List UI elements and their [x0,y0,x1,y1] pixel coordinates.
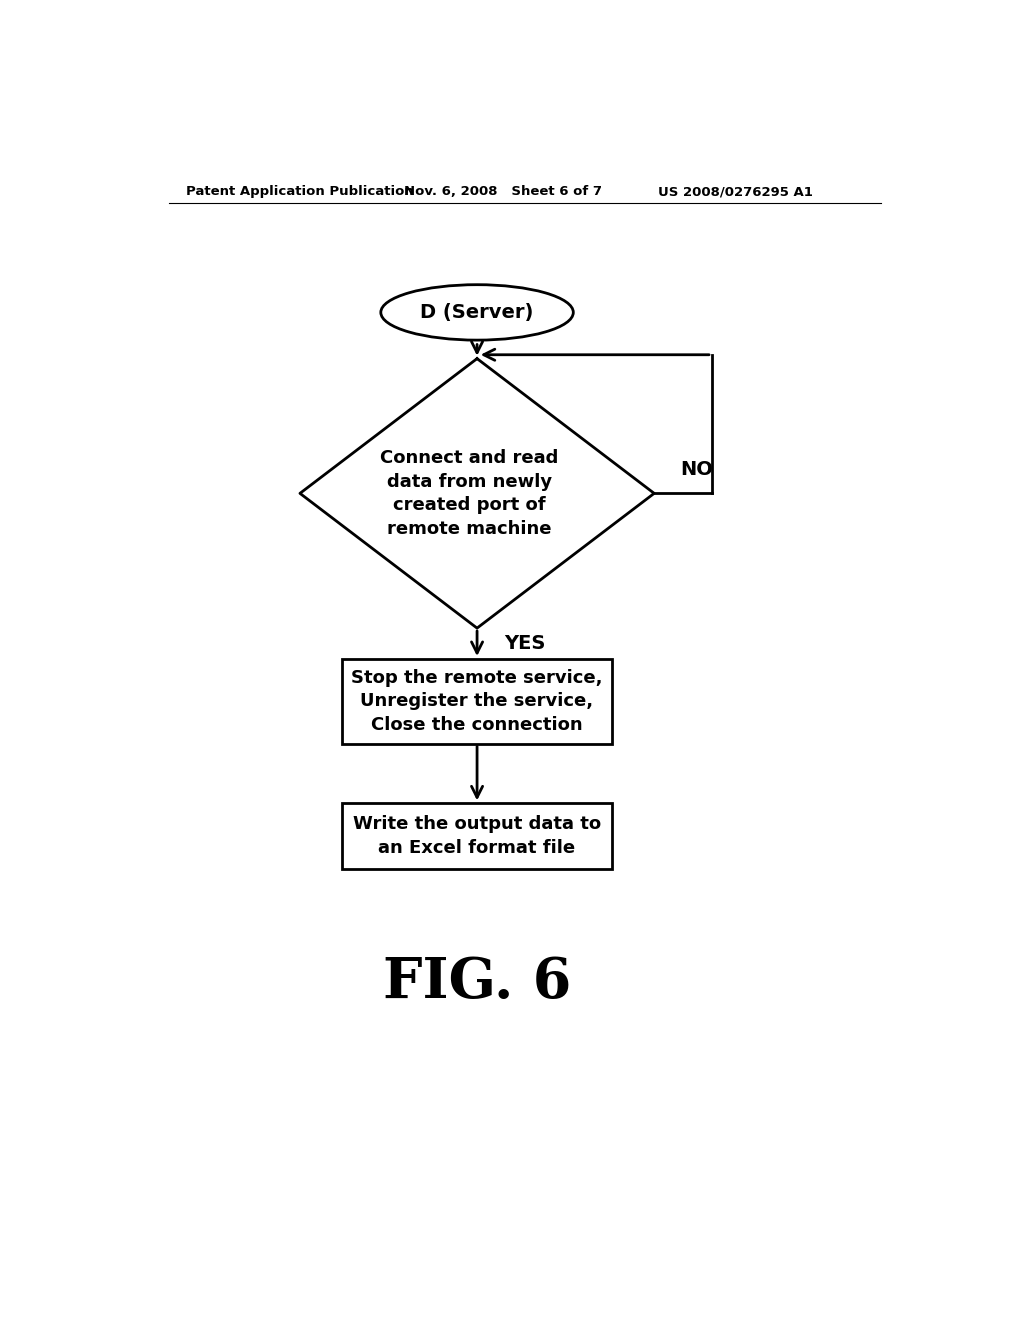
Text: NO: NO [680,461,713,479]
Text: Connect and read
data from newly
created port of
remote machine: Connect and read data from newly created… [380,449,558,537]
Bar [342,804,611,869]
Bar [342,659,611,743]
Text: D (Server): D (Server) [421,302,534,322]
Text: FIG. 6: FIG. 6 [383,954,571,1010]
Text: US 2008/0276295 A1: US 2008/0276295 A1 [658,185,813,198]
Text: Patent Application Publication: Patent Application Publication [186,185,414,198]
Text: Nov. 6, 2008   Sheet 6 of 7: Nov. 6, 2008 Sheet 6 of 7 [403,185,602,198]
Text: YES: YES [504,634,546,653]
Text: Write the output data to
an Excel format file: Write the output data to an Excel format… [353,816,601,857]
Text: Stop the remote service,
Unregister the service,
Close the connection: Stop the remote service, Unregister the … [351,669,603,734]
